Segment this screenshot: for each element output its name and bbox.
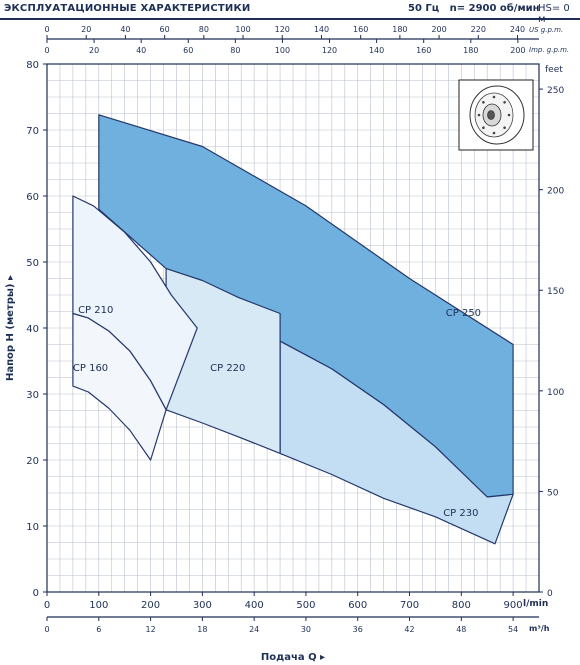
us-gpm-tick-label: 120 (275, 25, 290, 34)
header-divider (0, 18, 580, 20)
us-gpm-tick-label: 60 (160, 25, 170, 34)
imp-gpm-unit: Imp. g.p.m. (529, 46, 569, 54)
x-secondary-tick-label: 6 (96, 625, 101, 634)
y-tick-label: 50 (26, 258, 39, 269)
x-secondary-tick-label: 36 (353, 625, 363, 634)
x-tick-label: 500 (296, 600, 315, 611)
y-tick-label: 0 (33, 588, 39, 599)
y-tick-label: 30 (26, 390, 39, 401)
x-secondary-tick-label: 48 (456, 625, 466, 634)
curve-label-cp-250: CP 250 (446, 308, 481, 319)
x-tick-label: 700 (400, 600, 419, 611)
impeller-bolt (482, 126, 485, 129)
y-tick-label: 70 (26, 126, 39, 137)
imp-gpm-tick-label: 140 (369, 46, 384, 55)
x-tick-label: 0 (44, 600, 50, 611)
y-axis-title: Напор H (метры) ▸ (5, 275, 16, 381)
x-tick-label: 300 (193, 600, 212, 611)
y-tick-label: 10 (26, 522, 39, 533)
x-secondary-tick-label: 18 (197, 625, 207, 634)
y-secondary-tick-label: 200 (547, 187, 564, 197)
curve-areas (72, 114, 514, 545)
curve-area-cp-220 (165, 268, 281, 454)
us-gpm-tick-label: 100 (235, 25, 250, 34)
y-tick-label: 40 (26, 324, 39, 335)
y-secondary-tick-label: 250 (547, 86, 564, 96)
x-tick-label: 200 (141, 600, 160, 611)
y-secondary-tick-label: 150 (547, 287, 564, 297)
x-secondary-tick-label: 42 (404, 625, 414, 634)
imp-gpm-tick-label: 40 (136, 46, 146, 55)
impeller-bolt (503, 126, 506, 129)
x-tick-label: 600 (348, 600, 367, 611)
curve-area-cp-160 (72, 312, 167, 461)
imp-gpm-tick-label: 60 (183, 46, 193, 55)
header-speed: 50 Гц n= 2900 об/мин (408, 3, 540, 14)
imp-gpm-tick-label: 180 (463, 46, 478, 55)
imp-gpm-tick-label: 160 (416, 46, 431, 55)
imp-gpm-tick-label: 200 (510, 46, 525, 55)
x-tick-label: 100 (89, 600, 108, 611)
us-gpm-tick-label: 20 (81, 25, 91, 34)
impeller-shaft (487, 110, 495, 120)
x-secondary-tick-label: 0 (44, 625, 49, 634)
us-gpm-tick-label: 80 (199, 25, 209, 34)
y-tick-label: 20 (26, 456, 39, 467)
x-secondary-unit: m³/h (529, 624, 550, 633)
y-secondary-tick-label: 100 (547, 388, 564, 398)
y-secondary-tick-label: 0 (547, 589, 553, 599)
x-tick-label: 900 (504, 600, 523, 611)
impeller-bolt (503, 101, 506, 104)
curve-label-cp-220: CP 220 (210, 363, 245, 374)
curve-label-cp-160: CP 160 (73, 363, 108, 374)
impeller-bolt (492, 131, 496, 135)
x-secondary-tick-label: 30 (301, 625, 311, 634)
imp-gpm-tick-label: 20 (89, 46, 99, 55)
rpm-label: n= 2900 об/мин (449, 3, 540, 14)
impeller-bolt (482, 101, 485, 104)
imp-gpm-tick-label: 80 (230, 46, 240, 55)
us-gpm-tick-label: 140 (314, 25, 329, 34)
us-gpm-tick-label: 220 (471, 25, 486, 34)
us-gpm-unit: US g.p.m. (529, 26, 563, 34)
impeller-bolt (507, 113, 511, 117)
y-tick-label: 60 (26, 192, 39, 203)
frequency-label: 50 Гц (408, 3, 440, 14)
curve-label-cp-230: CP 230 (443, 508, 478, 519)
x-tick-label: 400 (245, 600, 264, 611)
x-unit-label: l/min (523, 599, 548, 609)
chart-title: ЭКСПЛУАТАЦИОННЫЕ ХАРАКТЕРИСТИКИ (4, 3, 251, 14)
y-tick-label: 80 (26, 60, 39, 71)
x-secondary-tick-label: 54 (508, 625, 518, 634)
us-gpm-tick-label: 0 (44, 25, 49, 34)
imp-gpm-tick-label: 100 (275, 46, 290, 55)
us-gpm-tick-label: 240 (510, 25, 525, 34)
us-gpm-tick-label: 160 (353, 25, 368, 34)
curve-labels: CP 160 CP 210 CP 220 CP 230 CP 250 (73, 305, 481, 519)
curve-label-cp-210: CP 210 (78, 305, 113, 316)
chart-header: ЭКСПЛУАТАЦИОННЫЕ ХАРАКТЕРИСТИКИ 50 Гц n=… (0, 0, 580, 25)
us-gpm-tick-label: 180 (392, 25, 407, 34)
impeller-bolt (477, 113, 481, 117)
imp-gpm-tick-label: 120 (322, 46, 337, 55)
x-axis-title: Подача Q ▸ (261, 652, 325, 663)
x-tick-label: 800 (452, 600, 471, 611)
y-secondary-tick-label: 50 (547, 488, 559, 498)
x-secondary-tick-label: 24 (249, 625, 259, 634)
impeller-inset (458, 79, 534, 151)
x-secondary-tick-label: 12 (145, 625, 155, 634)
imp-gpm-tick-label: 0 (44, 46, 49, 55)
curve-area-cp-230 (279, 340, 514, 545)
us-gpm-tick-label: 200 (431, 25, 446, 34)
impeller-bolt (492, 95, 496, 99)
us-gpm-tick-label: 40 (120, 25, 130, 34)
y-secondary-unit: feet (545, 65, 563, 75)
